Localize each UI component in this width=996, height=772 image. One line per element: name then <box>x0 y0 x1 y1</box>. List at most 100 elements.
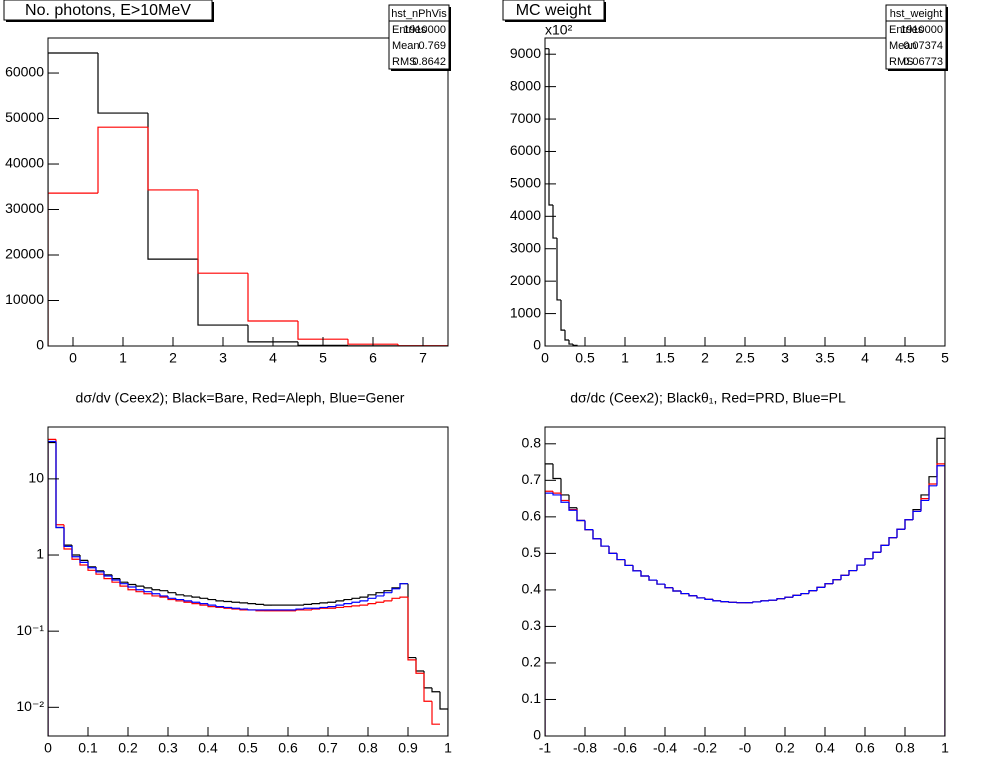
x-tick-label: 5 <box>319 350 327 366</box>
histogram-bin <box>640 570 649 577</box>
histogram-bin <box>103 570 112 576</box>
stats-label: Mean <box>889 40 917 52</box>
histogram-bin <box>872 551 881 559</box>
y-tick-label: 0 <box>36 337 44 353</box>
y-tick-label: 0.7 <box>522 471 542 487</box>
histogram-bin <box>175 598 184 601</box>
y-tick-label: 0 <box>533 727 541 743</box>
histogram-bin <box>880 544 889 553</box>
x-tick-label: 6 <box>369 350 377 366</box>
histogram-bin <box>608 546 617 554</box>
histogram-bin <box>79 556 88 563</box>
histogram-bin <box>556 238 561 301</box>
y-tick-label: 10000 <box>5 291 44 307</box>
histogram-bin <box>159 593 168 597</box>
stats-box <box>388 4 450 70</box>
histogram-bin <box>936 437 945 736</box>
stats-value: 0.769 <box>418 40 446 52</box>
histogram-bin <box>87 560 96 568</box>
y-tick-label: 0.2 <box>522 654 542 670</box>
histogram-bin <box>55 442 64 529</box>
x-tick-label: 5 <box>941 350 949 366</box>
histogram-bin <box>63 527 72 547</box>
histogram-bin <box>696 595 705 599</box>
y-tick-label: 10⁻² <box>16 698 44 714</box>
histogram-bin <box>608 546 617 554</box>
histogram-bin <box>55 441 64 529</box>
histogram-bin <box>568 340 573 345</box>
histogram-bin <box>728 601 737 603</box>
histogram-bin <box>97 53 148 114</box>
histogram-bin <box>303 607 312 610</box>
histogram-bin <box>311 603 320 605</box>
histogram-bin <box>912 510 921 520</box>
plot-area <box>545 48 578 346</box>
histogram-bin <box>415 659 424 674</box>
y-tick-label: 3000 <box>510 239 541 255</box>
x-tick-label: 7 <box>419 350 427 366</box>
histogram-bin <box>584 520 593 531</box>
histogram-bin <box>848 569 857 576</box>
histogram-bin <box>367 597 376 601</box>
histogram-bin <box>199 602 208 605</box>
histogram-bin <box>792 594 801 598</box>
histogram-bin <box>560 493 569 502</box>
y-tick-label: 10 <box>28 470 44 486</box>
x-tick-label: 0.8 <box>358 740 378 756</box>
histogram-bin <box>197 189 248 274</box>
histogram-bin <box>592 529 601 540</box>
histogram-bin <box>600 538 609 547</box>
histogram-bin <box>904 519 913 530</box>
histogram-bin <box>656 580 665 585</box>
histogram-bin <box>592 529 601 540</box>
x-tick-label: 3 <box>219 350 227 366</box>
histogram-bin <box>175 592 184 596</box>
chart-title: No. photons, E>10MeV <box>25 2 191 19</box>
stats-label: Entries <box>889 24 924 36</box>
histogram-bin <box>552 463 561 480</box>
histogram-bin <box>648 576 657 581</box>
frame <box>47 37 449 347</box>
histogram-bin <box>608 546 617 554</box>
x-tick-label: 0 <box>541 350 549 366</box>
histogram-bin <box>704 597 713 600</box>
histogram-bin <box>664 584 673 589</box>
histogram-bin <box>359 596 368 599</box>
histogram-bin <box>347 339 398 345</box>
y-tick-label: 50000 <box>5 109 44 125</box>
y-tick-label: 2000 <box>510 272 541 288</box>
histogram-bin <box>888 537 897 546</box>
histogram-bin <box>191 600 200 603</box>
histogram-bin <box>560 299 565 331</box>
histogram-bin <box>319 602 328 604</box>
histogram-bin <box>548 48 553 206</box>
histogram-bin <box>159 589 168 592</box>
histogram-bin <box>720 600 729 603</box>
histogram-bin <box>552 491 561 494</box>
x-tick-label: 0.3 <box>158 740 178 756</box>
x-tick-label: 1.5 <box>655 350 675 366</box>
histogram-bin <box>103 571 112 577</box>
histogram-bin <box>840 574 849 580</box>
histogram-bin <box>840 574 849 580</box>
histogram-bin <box>584 520 593 531</box>
histogram-bin <box>327 601 336 603</box>
histogram-bin <box>399 583 408 588</box>
y-tick-label: 0.3 <box>522 617 542 633</box>
histogram-bin <box>592 529 601 540</box>
histogram-bin <box>407 597 416 661</box>
x-tick-label: 4.5 <box>895 350 915 366</box>
x-tick-label: 1 <box>941 740 949 756</box>
histogram-bin <box>215 605 224 608</box>
histogram-bin <box>295 608 304 610</box>
histogram-bin <box>640 570 649 577</box>
stats-box <box>885 4 947 70</box>
histogram-bin <box>880 544 889 553</box>
histogram-bin <box>864 558 873 566</box>
y-tick-label: 7000 <box>510 110 541 126</box>
histogram-bin <box>648 576 657 581</box>
histogram-bin <box>560 494 569 503</box>
histogram-bin <box>848 569 857 576</box>
histogram-bin <box>856 564 865 571</box>
x-tick-label: 4 <box>269 350 277 366</box>
